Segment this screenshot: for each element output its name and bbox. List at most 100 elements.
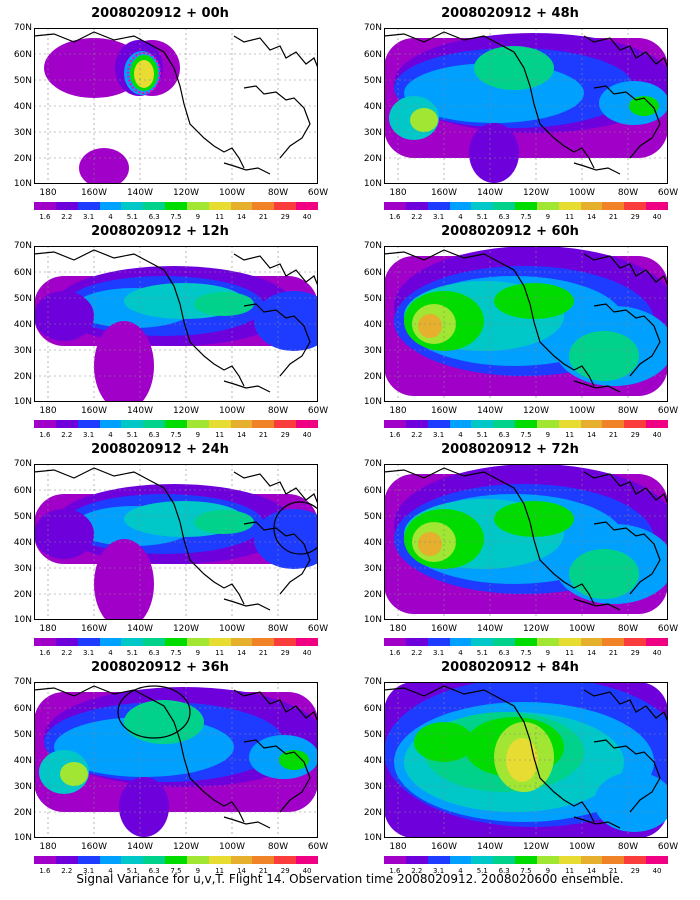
lon-label: 160W: [80, 188, 108, 198]
colorbar-swatch: [186, 202, 209, 210]
lat-label: 70N: [13, 677, 32, 687]
colorbar-tick-label: 4: [108, 867, 113, 875]
colorbar-swatch: [536, 638, 559, 646]
colorbar-tick-label: 21: [608, 649, 618, 657]
colorbar-swatch: [427, 856, 450, 864]
colorbar-swatch: [230, 420, 253, 428]
colorbar-swatch: [471, 202, 494, 210]
colorbar: [384, 202, 668, 210]
colorbar-tick-label: 3.1: [83, 431, 95, 439]
colorbar-swatch: [471, 420, 494, 428]
colorbar-tick-label: 4: [458, 649, 463, 657]
panel-title: 2008020912 + 36h: [91, 660, 229, 675]
lat-label: 10N: [363, 179, 382, 189]
colorbar-swatch: [646, 638, 668, 646]
colorbar-tick-label: 1.6: [389, 213, 401, 221]
lat-label: 20N: [13, 372, 32, 382]
colorbar-tick-label: 2.2: [61, 431, 73, 439]
colorbar-swatch: [121, 638, 144, 646]
lon-label: 180: [389, 406, 407, 416]
lon-label: 160W: [80, 624, 108, 634]
coastline: [34, 685, 245, 823]
coastline: [583, 689, 668, 723]
map-panel: 2008020912 + 72h 70N 60N 50N 40N 30N 20N 10N 180…: [350, 442, 690, 660]
colorbar-swatch: [77, 202, 100, 210]
coastline: [34, 31, 245, 169]
colorbar-swatch: [646, 856, 668, 864]
colorbar-tick-label: 11: [565, 867, 575, 875]
colorbar-tick-label: 5.1: [126, 213, 138, 221]
map-border: [384, 28, 668, 184]
lon-label: 120W: [522, 406, 550, 416]
coastline: [384, 467, 595, 605]
lon-label: 80W: [617, 406, 639, 416]
contour-region: [134, 60, 154, 88]
colorbar-tick-label: 14: [237, 213, 246, 221]
colorbar-tick-label: 21: [608, 431, 618, 439]
colorbar-tick-label: 2.2: [411, 867, 423, 875]
colorbar-swatch: [165, 638, 187, 646]
map-border: [34, 246, 318, 402]
lat-label: 30N: [13, 346, 32, 356]
colorbar-tick-label: 40: [302, 649, 312, 657]
lon-label: 80W: [267, 624, 289, 634]
lat-label: 70N: [363, 677, 382, 687]
colorbar-tick-label: 4: [108, 431, 113, 439]
colorbar-tick-label: 21: [258, 649, 268, 657]
colorbar-swatch: [427, 202, 450, 210]
contour-region: [594, 772, 668, 832]
coastline: [223, 816, 271, 829]
lat-label: 70N: [363, 23, 382, 33]
lon-label: 140W: [476, 624, 504, 634]
lon-label: 140W: [126, 188, 154, 198]
lon-label: 140W: [126, 624, 154, 634]
coastline: [593, 521, 661, 595]
colorbar-tick-label: 21: [608, 867, 618, 875]
lon-label: 140W: [126, 406, 154, 416]
map-panel: 2008020912 + 84h 70N 60N 50N 40N 30N 20N 10N 180…: [350, 660, 690, 878]
colorbar-swatch: [165, 856, 187, 864]
colorbar-tick-label: 7.5: [170, 649, 182, 657]
lon-label: 160W: [430, 624, 458, 634]
colorbar-tick-label: 9: [195, 867, 201, 875]
colorbar-swatch: [55, 202, 78, 210]
map-border: [384, 246, 668, 402]
lon-label: 60W: [657, 406, 679, 416]
colorbar-tick-label: 5.1: [476, 867, 488, 875]
lat-label: 20N: [363, 590, 382, 600]
contour-fill-group: [384, 246, 668, 402]
lat-label: 60N: [13, 704, 32, 714]
lon-label: 80W: [617, 624, 639, 634]
lon-label: 100W: [568, 624, 596, 634]
colorbar-swatch: [121, 202, 144, 210]
contour-region: [569, 549, 639, 599]
colorbar-swatch: [493, 638, 516, 646]
map-panel: 2008020912 + 12h 70N 60N 50N 40N 30N 20N 10N 180…: [0, 224, 340, 442]
coastline: [243, 303, 311, 377]
lat-label: 60N: [13, 268, 32, 278]
colorbar-swatch: [296, 420, 318, 428]
colorbar-swatch: [536, 202, 559, 210]
lon-label: 60W: [307, 842, 329, 852]
lat-label: 20N: [363, 372, 382, 382]
lat-label: 70N: [13, 23, 32, 33]
colorbar-swatch: [449, 420, 472, 428]
colorbar-swatch: [384, 856, 406, 864]
colorbar-swatch: [230, 202, 253, 210]
colorbar-swatch: [186, 420, 209, 428]
colorbar-swatch: [252, 638, 275, 646]
colorbar-tick-label: 29: [280, 213, 290, 221]
lon-label: 120W: [172, 188, 200, 198]
lon-label: 180: [389, 188, 407, 198]
colorbar-swatch: [274, 856, 297, 864]
colorbar-swatch: [602, 856, 625, 864]
lat-label: 10N: [13, 397, 32, 407]
contour-region: [474, 46, 554, 90]
map-panel: 2008020912 + 48h 70N 60N 50N 40N 30N 20N 10N 180…: [350, 6, 690, 224]
colorbar-swatch: [624, 856, 647, 864]
colorbar-swatch: [208, 638, 231, 646]
figure-caption: Signal Variance for u,v,T. Flight 14. Ob…: [76, 872, 624, 886]
colorbar-swatch: [274, 420, 297, 428]
colorbar-swatch: [493, 420, 516, 428]
colorbar-swatch: [471, 638, 494, 646]
